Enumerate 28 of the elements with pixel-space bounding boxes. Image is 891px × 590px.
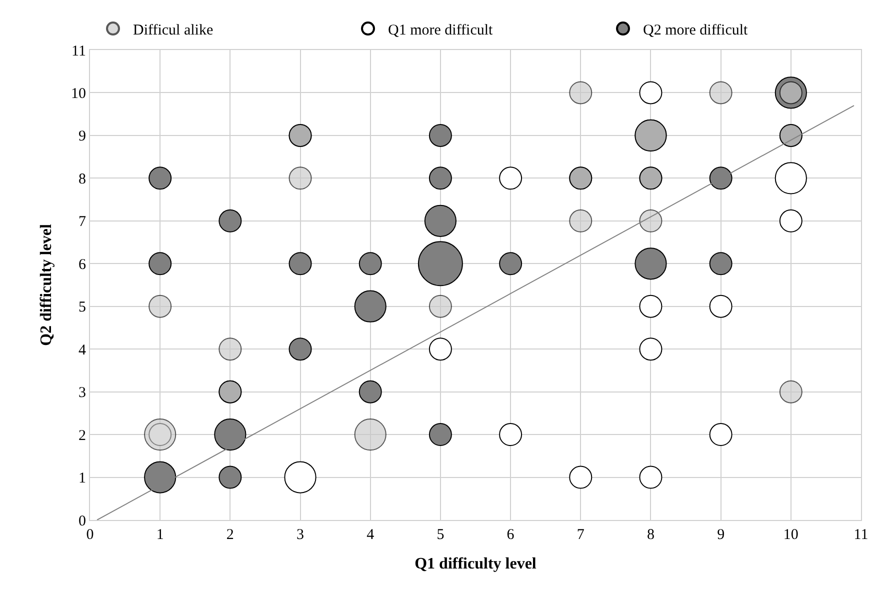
x-tick-label: 6: [506, 527, 515, 543]
x-tick-label: 11: [854, 527, 868, 543]
legend-label: Q1 more difficult: [388, 22, 494, 38]
y-tick-label: 1: [78, 470, 86, 487]
y-tick-label: 5: [78, 300, 86, 316]
y-tick-label: 7: [78, 214, 86, 230]
y-tick-label: 3: [78, 385, 86, 402]
y-tick-label: 0: [78, 513, 86, 530]
y-tick-label: 9: [78, 128, 86, 145]
x-tick-label: 5: [436, 527, 444, 543]
y-tick-label: 11: [72, 43, 86, 60]
x-axis-title: Q1 difficulty level: [414, 556, 537, 573]
legend-label: Q2 more difficult: [643, 22, 749, 38]
x-tick-label: 3: [296, 527, 304, 543]
x-tick-label: 7: [576, 527, 585, 543]
y-tick-label: 6: [78, 256, 86, 273]
y-tick-label: 10: [71, 86, 86, 102]
legend-label: Difficul alike: [133, 22, 214, 38]
x-tick-label: 10: [783, 527, 798, 543]
y-tick-label: 4: [78, 342, 86, 358]
x-tick-label: 1: [156, 527, 164, 543]
x-tick-label: 2: [226, 527, 234, 543]
y-tick-label: 8: [78, 171, 86, 188]
x-tick-label: 4: [366, 527, 375, 543]
y-axis-title: Q2 difficulty level: [38, 224, 55, 346]
x-tick-label: 8: [646, 527, 654, 543]
x-tick-label: 9: [717, 527, 725, 543]
y-tick-label: 2: [78, 428, 86, 444]
